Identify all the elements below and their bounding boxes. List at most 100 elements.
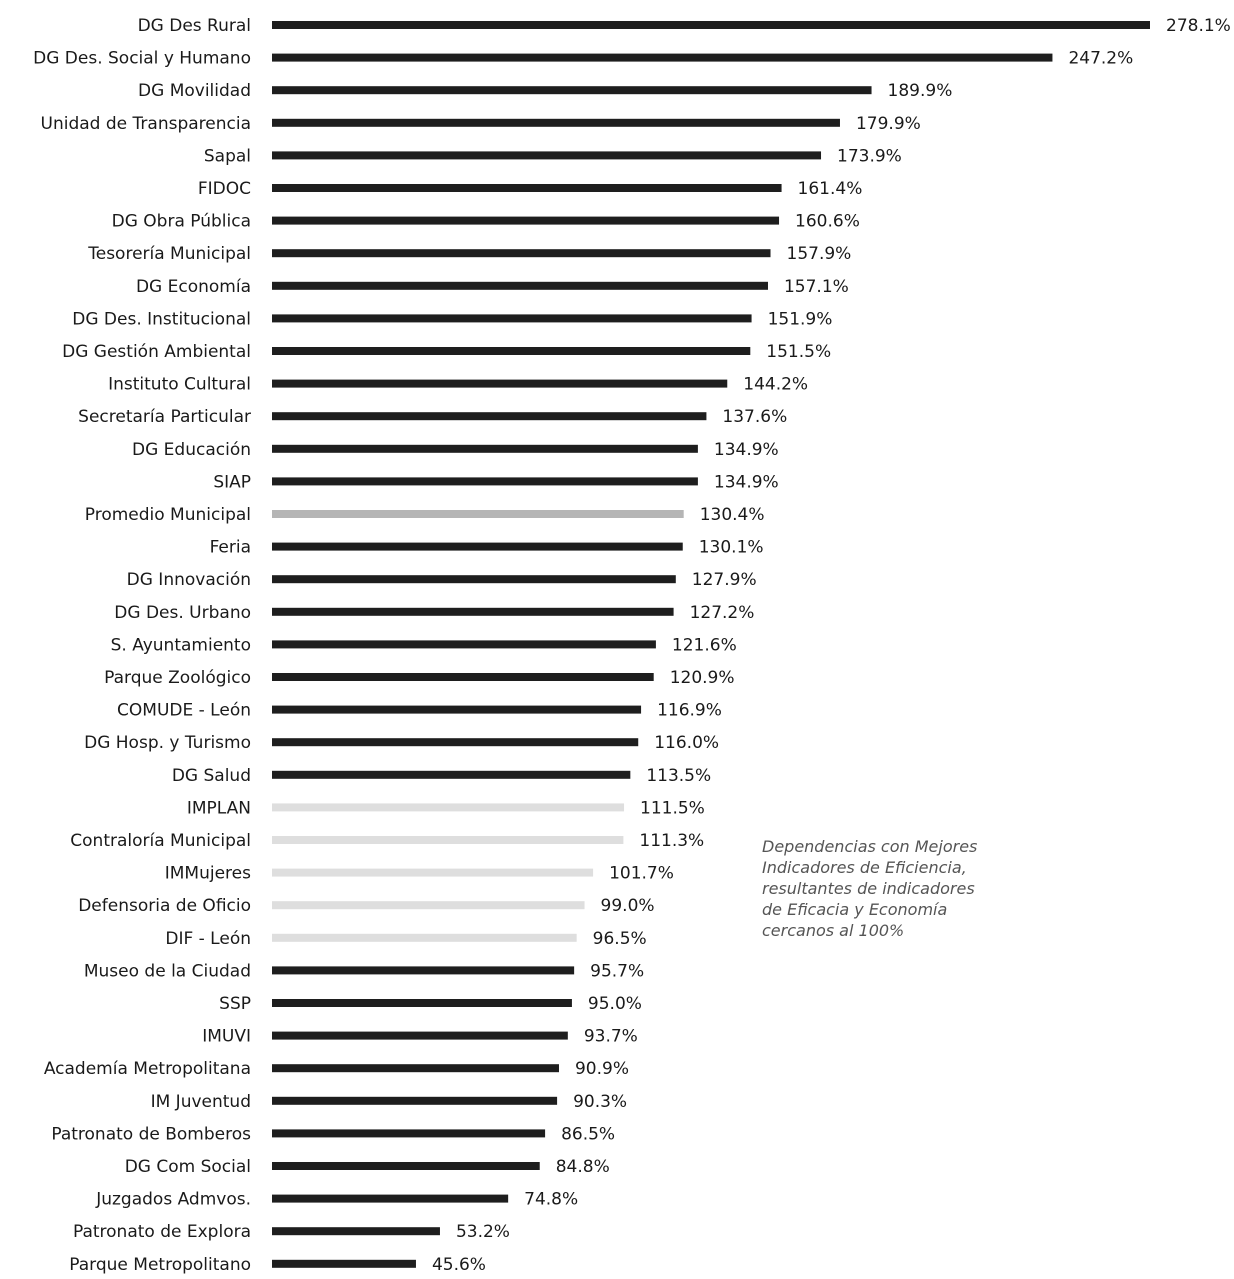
category-label: Unidad de Transparencia xyxy=(41,114,251,134)
value-label: 99.0% xyxy=(601,896,655,916)
value-label: 278.1% xyxy=(1166,16,1231,36)
category-label: DG Innovación xyxy=(127,570,251,590)
bar xyxy=(272,216,780,225)
value-label: 189.9% xyxy=(888,81,953,101)
value-label: 173.9% xyxy=(837,146,902,166)
category-label: SIAP xyxy=(213,472,251,492)
annotation-line: cercanos al 100% xyxy=(762,921,905,940)
value-label: 74.8% xyxy=(524,1190,578,1210)
category-label: DG Educación xyxy=(132,440,251,460)
value-label: 179.9% xyxy=(856,114,921,134)
category-label: IMPLAN xyxy=(187,798,251,818)
category-label: DG Des Rural xyxy=(138,16,251,36)
bar xyxy=(272,21,1150,29)
category-label: COMUDE - León xyxy=(117,701,251,721)
bar xyxy=(272,770,631,779)
bar xyxy=(272,249,771,258)
chart-annotation: Dependencias con Mejores Indicadores de … xyxy=(762,836,1062,941)
bar xyxy=(272,1162,540,1170)
category-label: S. Ayuntamiento xyxy=(111,635,251,655)
value-label: 130.1% xyxy=(699,538,764,558)
value-label: 121.6% xyxy=(672,635,737,655)
category-label: DG Des. Social y Humano xyxy=(33,49,251,69)
value-label: 90.3% xyxy=(573,1092,627,1112)
bar xyxy=(272,1194,509,1203)
value-label: 111.5% xyxy=(640,798,705,818)
category-label: Patronato de Explora xyxy=(73,1222,251,1242)
bar xyxy=(272,673,654,681)
category-label: SSP xyxy=(219,994,251,1014)
category-label: IMUVI xyxy=(202,1027,251,1047)
category-label: Secretaría Particular xyxy=(78,407,251,427)
value-label: 86.5% xyxy=(561,1124,615,1144)
category-label: Contraloría Municipal xyxy=(70,831,251,851)
value-label: 144.2% xyxy=(743,375,808,395)
value-label: 84.8% xyxy=(556,1157,610,1177)
value-label: 120.9% xyxy=(670,668,735,688)
bar xyxy=(272,1031,568,1040)
category-label: DG Des. Institucional xyxy=(72,309,251,329)
value-label: 53.2% xyxy=(456,1222,510,1242)
value-label: 157.1% xyxy=(784,277,849,297)
bar xyxy=(272,607,674,616)
category-label: Parque Zoológico xyxy=(104,668,251,688)
annotation-line: Indicadores de Eficiencia, xyxy=(762,858,967,877)
bar xyxy=(272,1064,559,1073)
bar xyxy=(272,444,698,453)
bar xyxy=(272,575,676,584)
value-label: 127.9% xyxy=(692,570,757,590)
value-label: 45.6% xyxy=(432,1255,486,1275)
category-label: Parque Metropolitano xyxy=(69,1255,251,1275)
category-label: DG Movilidad xyxy=(138,81,251,101)
value-label: 95.0% xyxy=(588,994,642,1014)
bar xyxy=(272,1129,546,1138)
bar xyxy=(272,868,594,877)
bar xyxy=(272,901,585,910)
value-label: 160.6% xyxy=(795,212,860,232)
bar xyxy=(272,53,1053,62)
category-label: DG Des. Urbano xyxy=(114,603,251,623)
value-label: 116.0% xyxy=(654,733,719,753)
category-label: Tesorería Municipal xyxy=(87,244,251,264)
bar xyxy=(272,477,698,486)
value-label: 161.4% xyxy=(798,179,863,199)
category-label: DG Gestión Ambiental xyxy=(62,342,251,362)
bar xyxy=(272,314,752,323)
category-label: Feria xyxy=(210,538,251,558)
bar xyxy=(272,379,728,388)
value-label: 134.9% xyxy=(714,472,779,492)
bar xyxy=(272,836,624,844)
value-label: 101.7% xyxy=(609,864,674,884)
category-label: DIF - León xyxy=(165,929,251,949)
bar xyxy=(272,412,707,421)
value-label: 130.4% xyxy=(700,505,765,525)
category-label: Academía Metropolitana xyxy=(44,1059,251,1079)
category-label: Patronato de Bomberos xyxy=(51,1124,251,1144)
bar xyxy=(272,999,572,1007)
category-label: Promedio Municipal xyxy=(85,505,251,525)
bar xyxy=(272,803,625,812)
value-label: 116.9% xyxy=(657,701,722,721)
value-label: 96.5% xyxy=(593,929,647,949)
value-label: 134.9% xyxy=(714,440,779,460)
annotation-line: resultantes de indicadores xyxy=(762,879,975,898)
bar xyxy=(272,640,656,649)
value-label: 111.3% xyxy=(639,831,704,851)
category-label: IMMujeres xyxy=(165,864,251,884)
value-label: 90.9% xyxy=(575,1059,629,1079)
bar xyxy=(272,1259,416,1268)
value-label: 247.2% xyxy=(1068,49,1133,69)
category-label: Sapal xyxy=(204,146,251,166)
category-label: IM Juventud xyxy=(151,1092,251,1112)
category-label: Instituto Cultural xyxy=(108,375,251,395)
category-label: FIDOC xyxy=(198,179,251,199)
category-label: DG Economía xyxy=(136,277,251,297)
bar xyxy=(272,184,782,192)
value-label: 127.2% xyxy=(690,603,755,623)
bar xyxy=(272,118,840,127)
category-label: Juzgados Admvos. xyxy=(95,1190,251,1210)
category-label: DG Com Social xyxy=(125,1157,251,1177)
value-label: 93.7% xyxy=(584,1027,638,1047)
category-label: DG Salud xyxy=(172,766,251,786)
bar xyxy=(272,738,639,747)
